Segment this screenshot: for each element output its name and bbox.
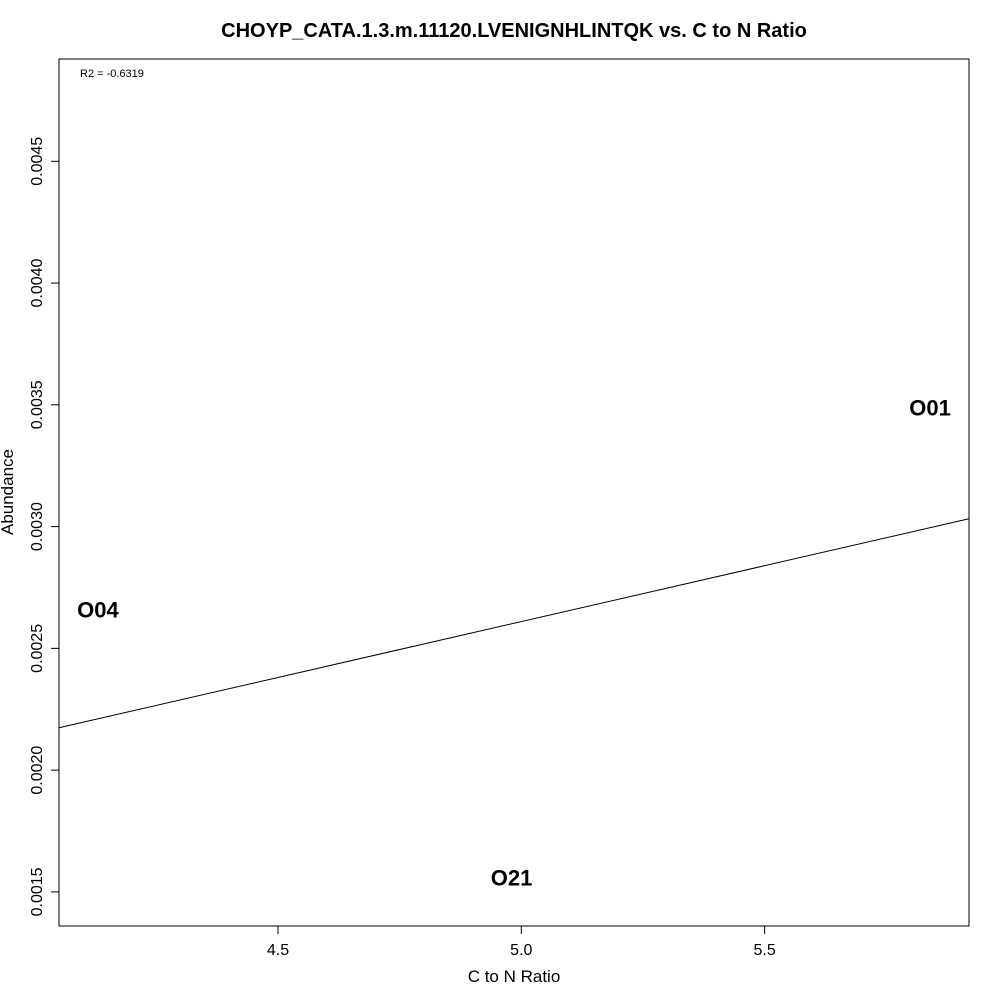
x-axis: 4.5 5.0 5.5 — [267, 926, 776, 959]
y-tick-label: 0.0015 — [29, 867, 46, 916]
y-axis: 0.0015 0.0020 0.0025 0.0030 0.0035 0.0040 0.00… — [29, 137, 59, 916]
y-tick-label: 0.0035 — [29, 380, 46, 429]
data-point-o04: O04 — [77, 597, 119, 622]
y-axis-label: Abundance — [0, 449, 17, 535]
y-tick-label: 0.0040 — [29, 258, 46, 307]
y-tick-label: 0.0020 — [29, 746, 46, 795]
x-axis-label: C to N Ratio — [468, 967, 561, 986]
x-tick-label: 5.5 — [753, 942, 775, 959]
point-labels: O04 O21 O01 — [77, 395, 951, 890]
regression-line — [58, 518, 970, 729]
x-tick-label: 4.5 — [267, 942, 289, 959]
y-tick-label: 0.0045 — [29, 137, 46, 186]
data-point-o01: O01 — [909, 395, 951, 420]
fit-line-group — [58, 518, 970, 729]
r2-annotation: R2 = -0.6319 — [80, 68, 144, 80]
chart-title: CHOYP_CATA.1.3.m.11120.LVENIGNHLINTQK vs… — [221, 20, 807, 42]
y-tick-label: 0.0025 — [29, 624, 46, 673]
y-tick-label: 0.0030 — [29, 502, 46, 551]
data-point-o21: O21 — [491, 865, 533, 890]
x-tick-label: 5.0 — [510, 942, 532, 959]
plot-frame — [58, 58, 970, 927]
